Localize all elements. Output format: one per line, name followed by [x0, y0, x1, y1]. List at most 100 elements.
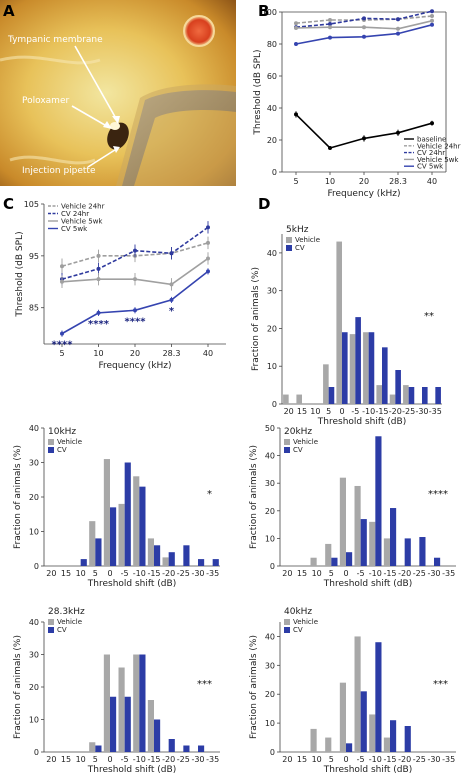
bar-cv [80, 559, 87, 566]
data-point [396, 26, 400, 31]
legend-label: Vehicle 5wk [61, 218, 103, 226]
x-tick-label: -5 [351, 407, 359, 416]
bar-cv [342, 332, 348, 404]
bar-vehicle [147, 700, 154, 752]
data-point [169, 251, 174, 256]
bar-vehicle [369, 714, 376, 752]
data-point [430, 9, 434, 14]
data-point [60, 279, 64, 284]
x-tick-label: 20 [282, 755, 292, 764]
bar-cv [346, 552, 353, 566]
data-point [96, 310, 101, 315]
significance-label: **** [52, 340, 74, 351]
data-point [60, 264, 64, 269]
x-tick-label: 0 [343, 569, 348, 578]
legend-swatch [48, 619, 54, 625]
data-point [396, 31, 400, 36]
bar-cv [360, 519, 367, 566]
x-tick-label: -15 [147, 569, 160, 578]
arrow-pipette [87, 147, 119, 168]
legend-swatch [286, 237, 292, 243]
arrowhead-tympanic [112, 116, 120, 124]
bar-vehicle [133, 476, 140, 566]
bar-vehicle [133, 654, 140, 752]
y-axis-label: Threshold (dB SPL) [15, 231, 25, 317]
legend-swatch [284, 627, 290, 633]
x-tick-label: 15 [297, 569, 307, 578]
x-axis-label: Threshold shift (dB) [87, 579, 176, 589]
bar-cv [168, 552, 175, 566]
y-axis-label: Fraction of animals (%) [249, 445, 259, 549]
x-tick-label: 0 [339, 407, 344, 416]
y-tick-label: 95 [29, 252, 39, 261]
y-tick-label: 0 [270, 748, 275, 757]
x-tick-label: -10 [133, 569, 146, 578]
data-point [328, 22, 332, 26]
x-tick-label: 5 [329, 755, 334, 764]
chart-title: 20kHz [284, 427, 312, 437]
y-tick-label: 0 [270, 562, 275, 571]
bar-cv [375, 642, 382, 752]
data-point [96, 253, 101, 258]
bar-vehicle [89, 521, 96, 566]
data-point [60, 331, 64, 336]
data-point [328, 35, 332, 40]
bar-cv [395, 370, 401, 404]
y-tick-label: 40 [29, 424, 39, 433]
data-point [328, 146, 332, 150]
tympanic-spot [110, 122, 120, 130]
data-point [328, 18, 332, 22]
y-tick-label: 40 [265, 632, 275, 641]
legend-label: CV [57, 626, 67, 634]
bar-vehicle [296, 394, 302, 404]
panel-letter-a: A [3, 2, 15, 20]
x-tick-label: -20 [398, 569, 411, 578]
x-tick-label: -25 [177, 755, 190, 764]
x-tick-label: -5 [357, 569, 365, 578]
y-tick-label: 40 [29, 618, 39, 627]
legend-label: Vehicle [295, 236, 320, 244]
y-axis-label: Threshold (dB SPL) [253, 49, 263, 135]
bar-cv [154, 545, 161, 566]
chart-title: 28.3kHz [48, 607, 85, 617]
bar-cv [139, 654, 146, 752]
bar-cv [346, 743, 353, 752]
y-tick-label: 80 [267, 40, 277, 49]
legend-label: CV 5wk [61, 225, 88, 233]
panel-letter-d: D [258, 195, 270, 213]
bar-cv [328, 387, 335, 404]
y-tick-label: 20 [267, 324, 277, 333]
significance-label: ** [424, 311, 434, 322]
x-tick-label: 15 [297, 755, 307, 764]
y-tick-label: 20 [265, 507, 275, 516]
x-tick-label: -15 [147, 755, 160, 764]
x-tick-label: 28.3 [163, 349, 181, 358]
data-point [169, 282, 174, 287]
legend-swatch [48, 439, 54, 445]
label-poloxamer: Poloxamer [22, 96, 69, 106]
data-point [206, 269, 210, 274]
x-tick-label: 20 [46, 755, 56, 764]
bar-cv [390, 720, 397, 752]
y-tick-label: 20 [265, 690, 275, 699]
bar-cv [198, 559, 205, 566]
x-tick-label: 15 [61, 755, 71, 764]
x-axis-label: Threshold shift (dB) [323, 579, 412, 589]
y-tick-label: 10 [265, 719, 275, 728]
x-tick-label: -35 [206, 755, 219, 764]
bar-cv [139, 486, 146, 566]
data-point [362, 34, 366, 39]
y-axis-label: Fraction of animals (%) [13, 635, 23, 739]
data-point [206, 240, 210, 245]
legend-label: CV 5wk [417, 163, 444, 171]
legend-label: Vehicle 24hr [417, 142, 461, 150]
y-tick-label: 100 [262, 8, 277, 17]
x-tick-label: -5 [357, 755, 365, 764]
y-tick-label: 20 [267, 136, 277, 145]
panel-letter-c: C [3, 195, 14, 213]
y-tick-label: 40 [265, 452, 275, 461]
x-axis-label: Threshold shift (dB) [323, 765, 412, 774]
x-tick-label: 10 [93, 349, 103, 358]
bar-cv [355, 317, 361, 404]
y-tick-label: 30 [29, 459, 39, 468]
